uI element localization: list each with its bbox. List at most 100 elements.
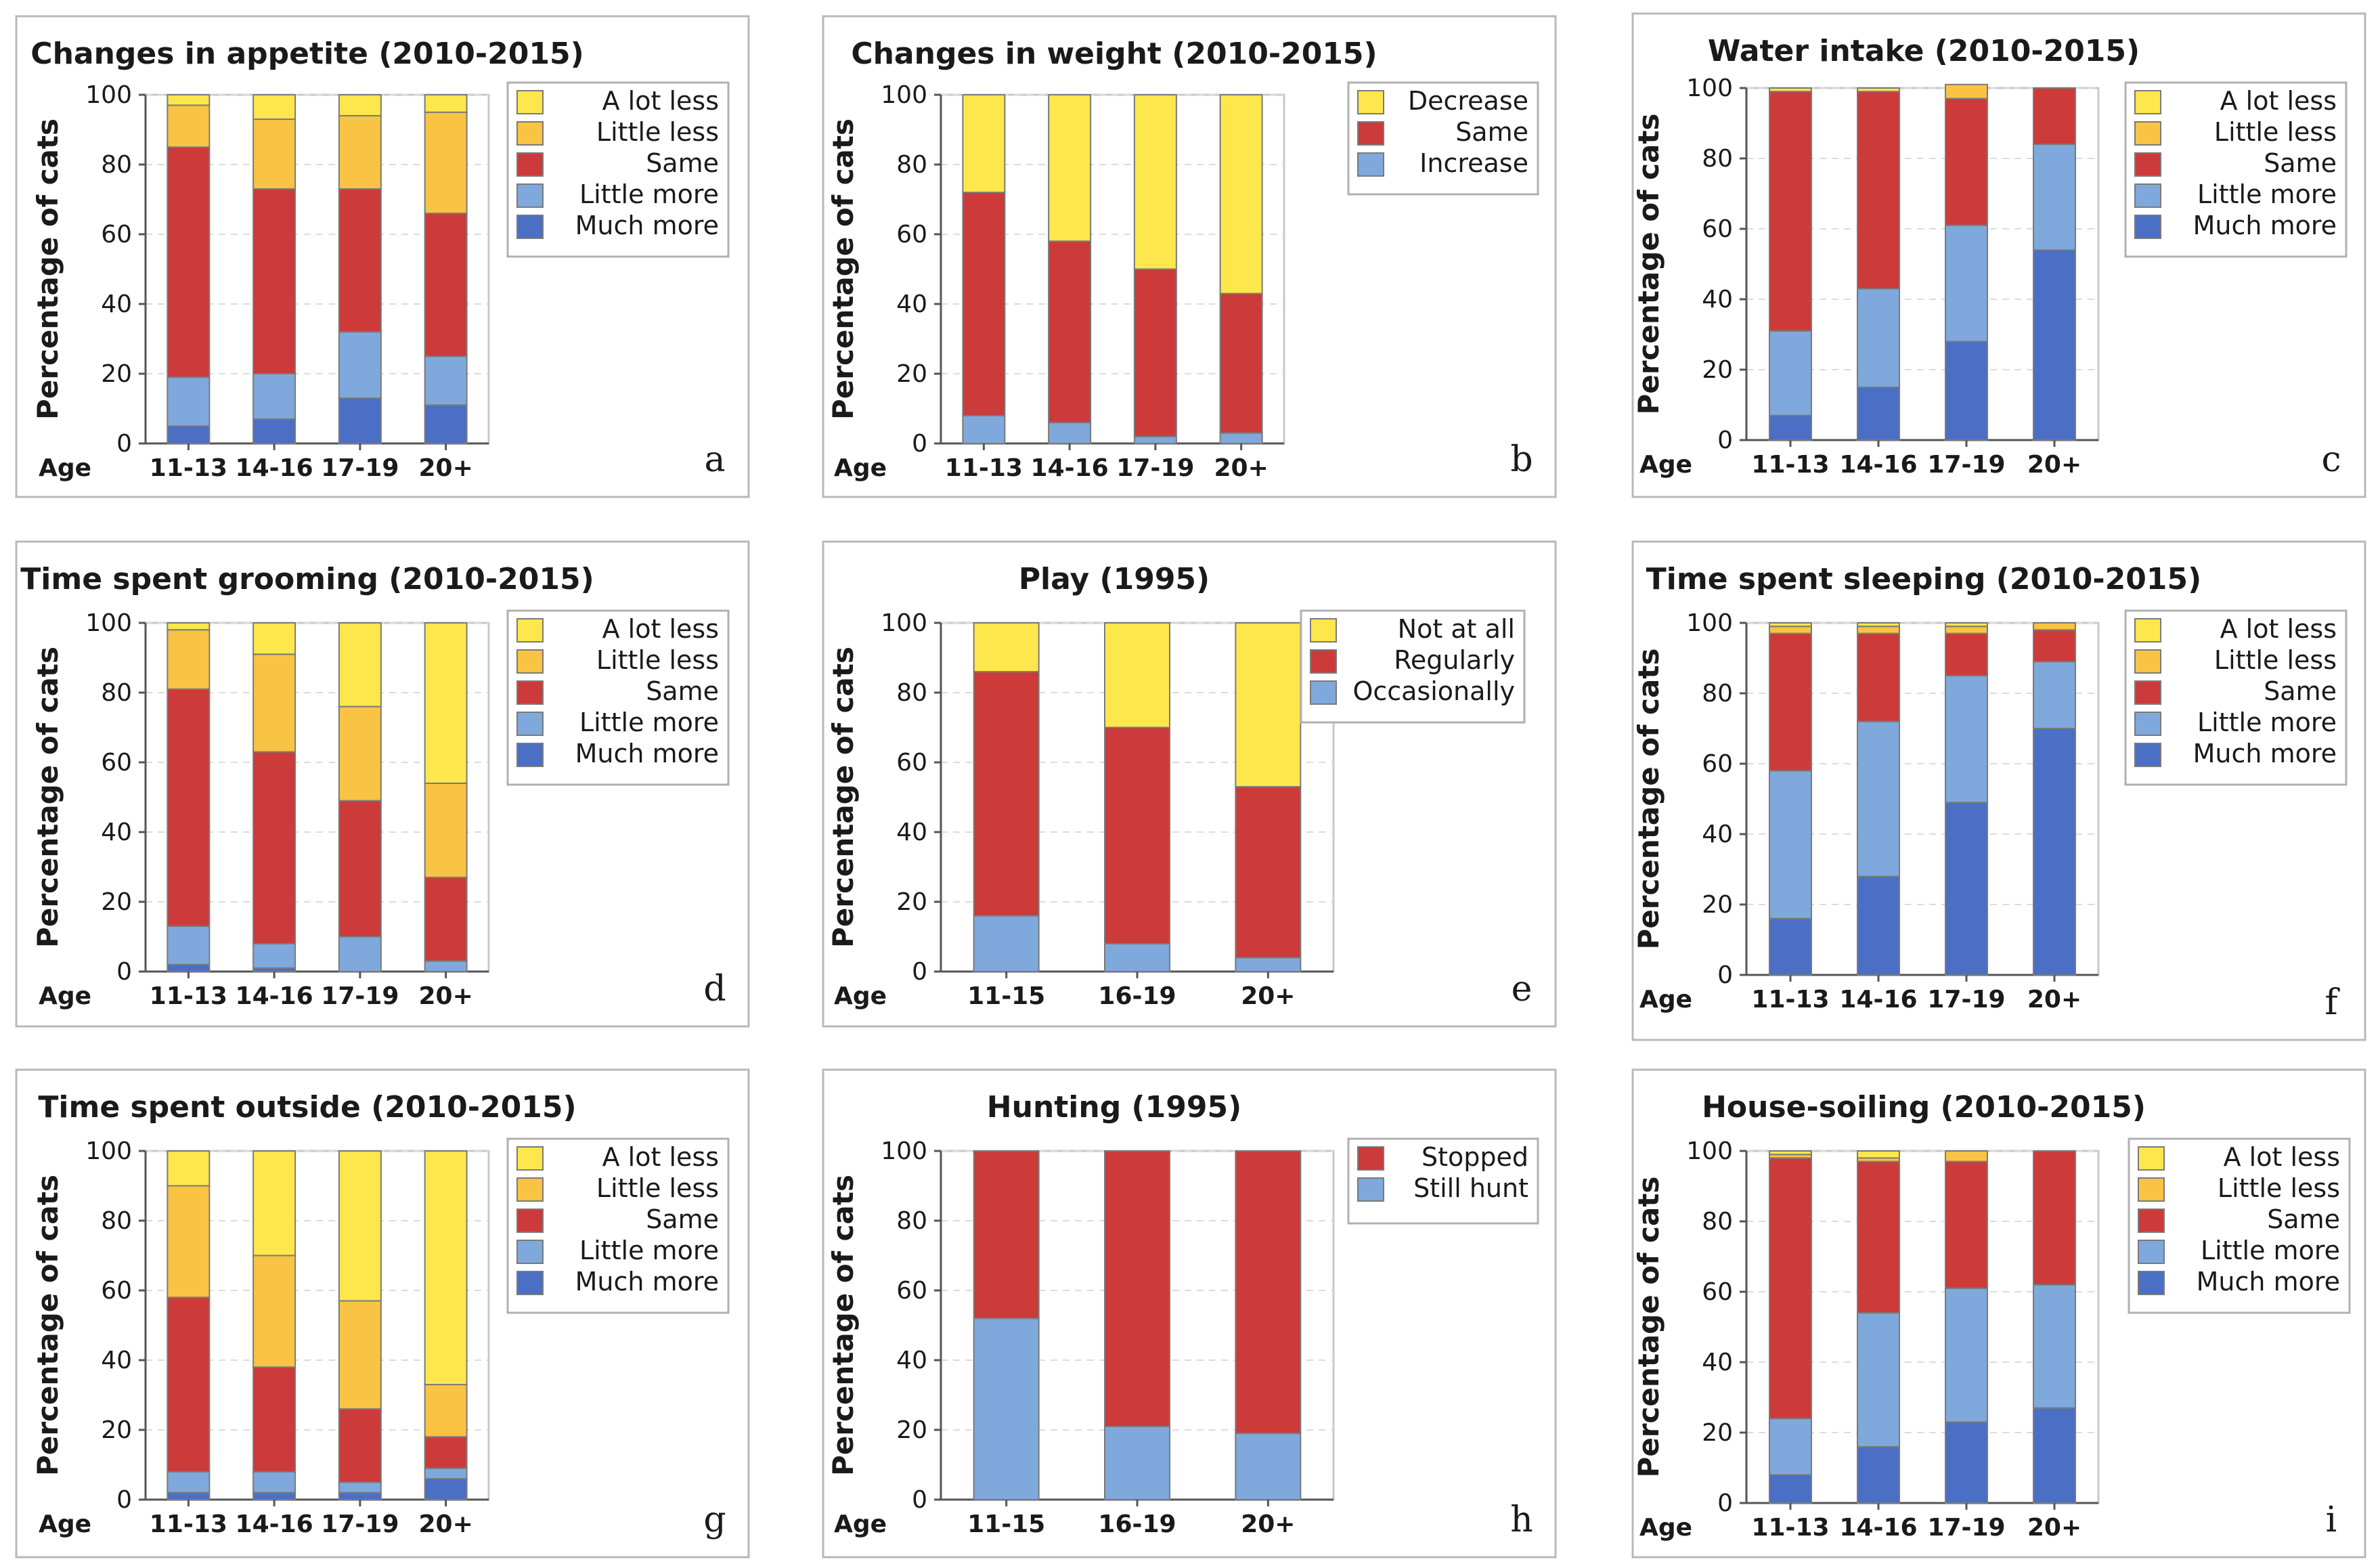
- bar-segment: [1945, 97, 1988, 226]
- chart-panel-h: Hunting (1995) 0 20 40 60 80 100 Percentage of …: [822, 1068, 1557, 1559]
- bar-segment: [167, 629, 211, 690]
- bar-segment: [973, 915, 1040, 972]
- x-tick-label: 14-16: [1031, 454, 1109, 482]
- legend-label: Little more: [2197, 707, 2337, 737]
- bar-segment: [252, 1366, 296, 1473]
- legend-label: Same: [1455, 117, 1528, 147]
- legend-label: Little less: [596, 117, 719, 147]
- legend-swatch: [2134, 743, 2161, 767]
- legend-label: Still hunt: [1413, 1173, 1528, 1203]
- x-tick-label: 20+: [1214, 454, 1268, 482]
- bar-segment: [338, 114, 382, 190]
- bar-segment: [1945, 632, 1988, 676]
- bar-segment: [1048, 422, 1092, 444]
- bar-segment: [1769, 1418, 1812, 1476]
- y-tick-label: 100: [85, 1137, 132, 1165]
- bar-segment: [338, 1150, 382, 1302]
- legend-label: Much more: [575, 739, 719, 768]
- x-tick-label: 14-16: [1839, 986, 1917, 1014]
- bar-segment: [1048, 94, 1092, 242]
- bar-segment: [167, 688, 211, 928]
- legend-label: Little more: [579, 179, 719, 209]
- y-axis-label: Percentage of cats: [827, 1175, 860, 1476]
- bar-segment: [1235, 957, 1302, 973]
- x-tick-label: 20+: [418, 1510, 472, 1538]
- bar-segment: [973, 671, 1040, 917]
- y-tick-label: 20: [1702, 891, 1733, 919]
- bar-segment: [1945, 1421, 1988, 1504]
- x-tick-label: 17-19: [321, 1510, 399, 1538]
- bar-segment: [2033, 1407, 2076, 1504]
- legend-swatch: [2134, 90, 2161, 114]
- panel-letter: d: [703, 969, 726, 1009]
- bar-segment: [167, 963, 211, 972]
- y-tick-label: 60: [896, 1277, 927, 1305]
- bar-segment: [338, 800, 382, 938]
- legend-label: Stopped: [1422, 1142, 1528, 1172]
- y-tick-label: 0: [1717, 961, 1733, 989]
- y-tick-label: 80: [1702, 1208, 1733, 1236]
- bar-segment: [252, 188, 296, 374]
- bar-segment: [1857, 626, 1900, 634]
- chart-panel-c: Water intake (2010-2015) 0 20 40 60 80 100 Perc…: [1631, 12, 2366, 498]
- legend-swatch: [516, 712, 544, 736]
- legend-label: A lot less: [602, 614, 719, 644]
- bar-segment: [962, 192, 1006, 416]
- bar-segment: [1945, 626, 1988, 634]
- legend-label: Little more: [579, 707, 719, 737]
- legend-box: [2124, 609, 2348, 786]
- y-tick-label: 0: [116, 958, 132, 986]
- bar-segment: [424, 355, 468, 406]
- chart-title: Changes in weight (2010-2015): [851, 37, 1377, 71]
- bar-segment: [1857, 632, 1900, 722]
- bar-segment: [424, 111, 468, 215]
- y-tick-label: 20: [101, 1416, 132, 1444]
- legend-label: Occasionally: [1352, 676, 1515, 706]
- legend-label: Little more: [2197, 179, 2337, 209]
- y-tick-label: 80: [101, 151, 132, 179]
- bar-segment: [1769, 770, 1812, 919]
- x-tick-label: 11-13: [1751, 1514, 1829, 1542]
- bar-segment: [252, 1255, 296, 1368]
- chart-title: Time spent outside (2010-2015): [38, 1090, 576, 1125]
- legend-swatch: [2134, 183, 2161, 208]
- legend-swatch: [516, 90, 544, 114]
- x-tick-label: 17-19: [1927, 451, 2005, 479]
- panel-letter: i: [2326, 1500, 2337, 1540]
- panel-letter: f: [2324, 982, 2340, 1023]
- legend-label: Decrease: [1408, 86, 1528, 116]
- y-tick-label: 0: [116, 430, 132, 458]
- x-tick-label: 11-13: [1751, 986, 1829, 1014]
- legend-box: [2128, 1137, 2351, 1314]
- panel-letter: g: [703, 1500, 726, 1540]
- legend-box: [506, 81, 730, 258]
- y-tick-label: 40: [101, 1347, 132, 1374]
- x-tick-label: 14-16: [1839, 1514, 1917, 1542]
- bar-segment: [1857, 1150, 1900, 1159]
- y-tick-label: 40: [101, 290, 132, 318]
- panel-letter: c: [2321, 439, 2341, 480]
- x-tick-label: 17-19: [1927, 986, 2005, 1014]
- bar-segment: [1048, 240, 1092, 424]
- x-tick-label: 11-13: [150, 1510, 227, 1538]
- bar-segment: [1104, 1425, 1170, 1501]
- bar-segment: [2033, 144, 2076, 251]
- y-tick-label: 60: [101, 749, 132, 777]
- bar-segment: [1769, 91, 1812, 332]
- y-tick-label: 0: [912, 958, 927, 986]
- y-tick-label: 40: [896, 1347, 927, 1374]
- bar-segment: [252, 1471, 296, 1494]
- legend-label: Much more: [575, 211, 719, 240]
- x-tick-label: 14-16: [236, 1510, 313, 1538]
- bar-segment: [1945, 622, 1988, 628]
- y-tick-label: 20: [896, 888, 927, 916]
- y-tick-label: 100: [1686, 609, 1733, 637]
- legend-swatch: [516, 1146, 544, 1171]
- bar-segment: [1219, 432, 1263, 444]
- bar-segment: [167, 1150, 211, 1187]
- y-tick-label: 0: [912, 430, 927, 458]
